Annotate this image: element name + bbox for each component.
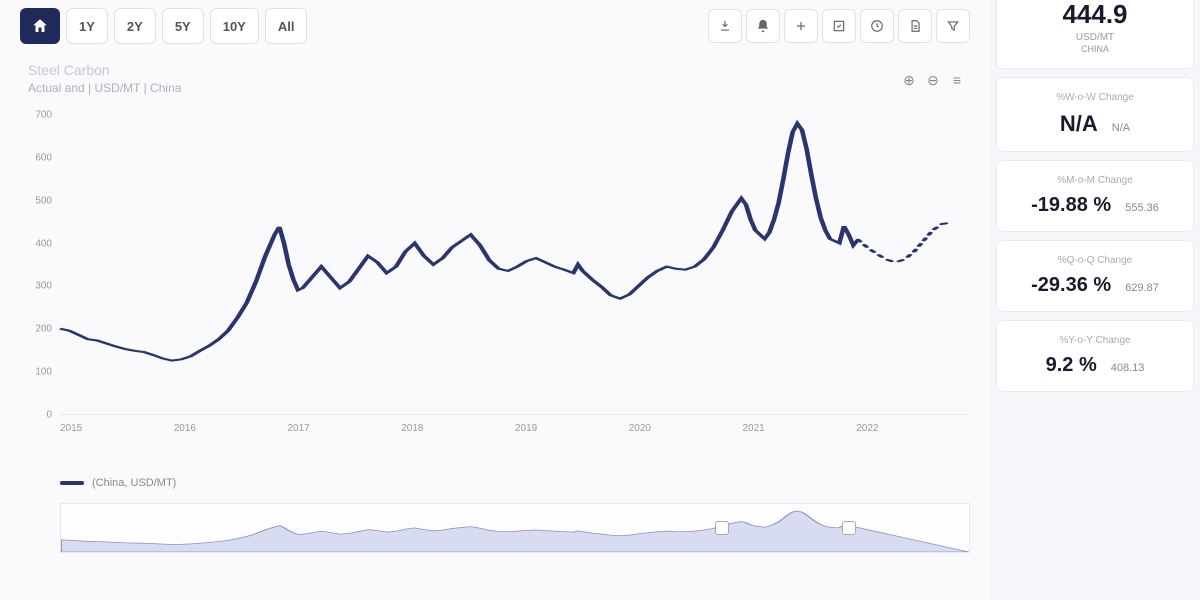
- top-bar: 1Y2Y5Y10YAll: [20, 8, 970, 44]
- alert-button[interactable]: [746, 9, 780, 43]
- zoom-in-icon[interactable]: ⊕: [900, 72, 918, 89]
- chart-controls: ⊕ ⊖ ≡: [900, 72, 966, 89]
- range-btn-all[interactable]: All: [265, 8, 308, 44]
- plus-icon: [794, 19, 808, 33]
- home-button[interactable]: [20, 8, 60, 44]
- y-tick: 100: [35, 367, 52, 378]
- y-tick: 300: [35, 281, 52, 292]
- y-tick: 400: [35, 238, 52, 249]
- y-tick: 500: [35, 195, 52, 206]
- range-btn-1y[interactable]: 1Y: [66, 8, 108, 44]
- filter-button[interactable]: [936, 9, 970, 43]
- y-tick: 600: [35, 152, 52, 163]
- change-card-3: %Y-o-Y Change 9.2 % 408.13: [996, 320, 1194, 392]
- range-btn-5y[interactable]: 5Y: [162, 8, 204, 44]
- side-panel: 444.9 USD/MT CHINA %W-o-W Change N/A N/A %M…: [990, 0, 1200, 600]
- export-button[interactable]: [822, 9, 856, 43]
- range-btn-2y[interactable]: 2Y: [114, 8, 156, 44]
- change-ref: 629.87: [1125, 282, 1159, 294]
- change-pct: 9.2 %: [1046, 354, 1097, 377]
- change-ref: 408.13: [1111, 362, 1145, 374]
- x-tick: 2020: [629, 423, 743, 434]
- x-tick: 2016: [174, 423, 288, 434]
- legend: (China, USD/MT): [20, 477, 970, 489]
- change-label: %Y-o-Y Change: [1009, 335, 1181, 346]
- change-ref: N/A: [1112, 122, 1130, 134]
- x-tick: 2017: [288, 423, 402, 434]
- y-axis: 0100200300400500600700: [20, 115, 56, 415]
- document-icon: [908, 19, 922, 33]
- main-panel: 1Y2Y5Y10YAll Steel Carbon Actual and | U…: [0, 0, 990, 600]
- chart-header: Steel Carbon Actual and | USD/MT | China: [20, 62, 970, 95]
- y-tick: 700: [35, 110, 52, 121]
- home-icon: [31, 17, 49, 35]
- toolbar: [708, 9, 970, 43]
- history-button[interactable]: [860, 9, 894, 43]
- clock-icon: [870, 19, 884, 33]
- document-button[interactable]: [898, 9, 932, 43]
- range-btn-10y[interactable]: 10Y: [210, 8, 259, 44]
- filter-icon: [946, 19, 960, 33]
- price-card: 444.9 USD/MT CHINA: [996, 0, 1194, 69]
- change-label: %Q-o-Q Change: [1009, 255, 1181, 266]
- y-tick: 200: [35, 324, 52, 335]
- change-card-1: %M-o-M Change -19.88 % 555.36: [996, 160, 1194, 232]
- bell-icon: [756, 19, 770, 33]
- x-tick: 2022: [856, 423, 970, 434]
- price-value: 444.9: [1009, 0, 1181, 30]
- change-label: %M-o-M Change: [1009, 175, 1181, 186]
- x-tick: 2015: [60, 423, 174, 434]
- change-pct: -29.36 %: [1031, 274, 1111, 297]
- y-tick: 0: [46, 410, 52, 421]
- forecast-line: [858, 223, 951, 263]
- change-pct: N/A: [1060, 111, 1098, 137]
- download-button[interactable]: [708, 9, 742, 43]
- export-icon: [832, 19, 846, 33]
- change-label: %W-o-W Change: [1009, 92, 1181, 103]
- chart-title: Steel Carbon: [28, 62, 970, 78]
- price-unit: USD/MT: [1009, 32, 1181, 43]
- change-card-2: %Q-o-Q Change -29.36 % 629.87: [996, 240, 1194, 312]
- zoom-out-icon[interactable]: ⊖: [924, 72, 942, 89]
- legend-swatch: [60, 481, 84, 485]
- chart-area: 0100200300400500600700 20152016201720182…: [20, 115, 970, 455]
- x-tick: 2021: [743, 423, 857, 434]
- range-area: [61, 511, 969, 552]
- x-tick: 2018: [401, 423, 515, 434]
- x-tick: 2019: [515, 423, 629, 434]
- download-icon: [718, 19, 732, 33]
- chart-subtitle: Actual and | USD/MT | China: [28, 81, 970, 95]
- change-pct: -19.88 %: [1031, 194, 1111, 217]
- add-button[interactable]: [784, 9, 818, 43]
- range-handle-left[interactable]: [715, 521, 729, 535]
- menu-icon[interactable]: ≡: [948, 72, 966, 89]
- x-axis: 20152016201720182019202020212022: [60, 423, 970, 434]
- plot[interactable]: [60, 115, 970, 415]
- legend-label: (China, USD/MT): [92, 477, 176, 489]
- price-line: [60, 124, 858, 361]
- price-location: CHINA: [1009, 44, 1181, 54]
- range-selector[interactable]: [60, 503, 970, 553]
- change-ref: 555.36: [1125, 202, 1159, 214]
- change-card-0: %W-o-W Change N/A N/A: [996, 77, 1194, 152]
- range-handle-right[interactable]: [842, 521, 856, 535]
